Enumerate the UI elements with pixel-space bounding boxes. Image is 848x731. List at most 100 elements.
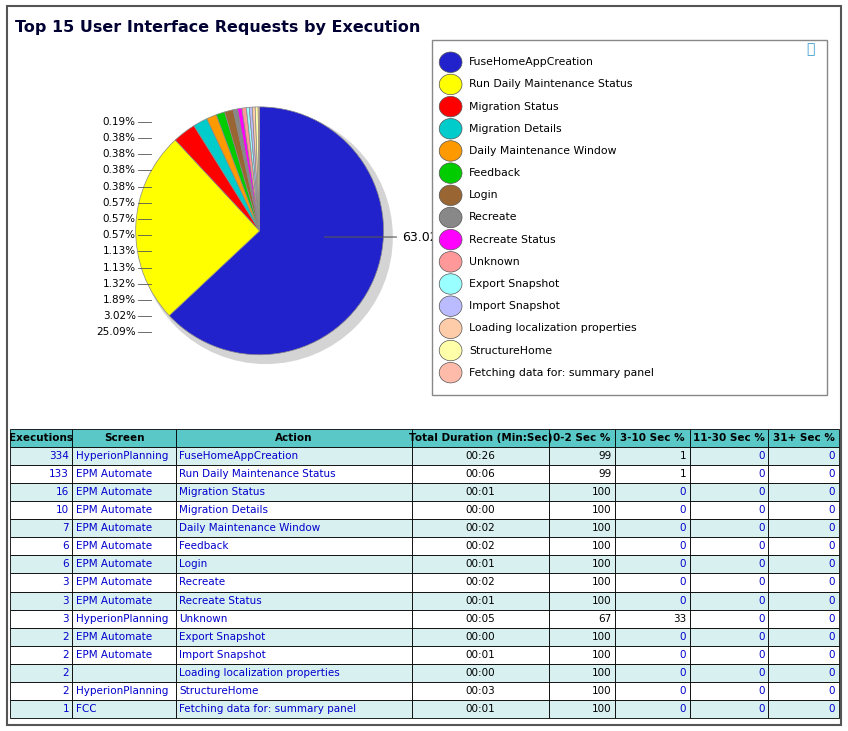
Text: Recreate: Recreate — [469, 213, 517, 222]
Text: 2: 2 — [63, 667, 69, 678]
FancyBboxPatch shape — [689, 700, 768, 718]
FancyBboxPatch shape — [768, 483, 839, 501]
FancyBboxPatch shape — [72, 610, 176, 628]
FancyBboxPatch shape — [615, 465, 689, 483]
FancyBboxPatch shape — [549, 483, 615, 501]
Text: 00:26: 00:26 — [466, 451, 495, 461]
Text: 0: 0 — [828, 523, 835, 534]
FancyBboxPatch shape — [412, 573, 549, 591]
FancyBboxPatch shape — [689, 610, 768, 628]
Text: Top 15 User Interface Requests by Execution: Top 15 User Interface Requests by Execut… — [15, 20, 421, 36]
FancyBboxPatch shape — [768, 573, 839, 591]
FancyBboxPatch shape — [768, 591, 839, 610]
FancyBboxPatch shape — [72, 556, 176, 573]
Text: 0: 0 — [758, 451, 765, 461]
Text: 3: 3 — [63, 596, 69, 605]
Circle shape — [439, 96, 462, 117]
Text: Recreate: Recreate — [179, 577, 226, 588]
FancyBboxPatch shape — [72, 645, 176, 664]
Text: Feedback: Feedback — [469, 168, 521, 178]
Wedge shape — [194, 118, 259, 231]
FancyBboxPatch shape — [615, 628, 689, 645]
FancyBboxPatch shape — [176, 483, 412, 501]
Text: Run Daily Maintenance Status: Run Daily Maintenance Status — [179, 469, 336, 480]
Text: 0: 0 — [828, 650, 835, 659]
Wedge shape — [225, 110, 259, 231]
FancyBboxPatch shape — [549, 447, 615, 465]
FancyBboxPatch shape — [615, 501, 689, 519]
Circle shape — [439, 296, 462, 317]
Text: 0: 0 — [680, 523, 686, 534]
Text: 0: 0 — [758, 596, 765, 605]
Text: 00:06: 00:06 — [466, 469, 495, 480]
FancyBboxPatch shape — [689, 573, 768, 591]
Text: 3-10 Sec %: 3-10 Sec % — [620, 433, 684, 443]
Text: 0: 0 — [680, 632, 686, 642]
Text: Feedback: Feedback — [179, 542, 229, 551]
Circle shape — [439, 273, 462, 294]
Text: HyperionPlanning: HyperionPlanning — [75, 613, 168, 624]
FancyBboxPatch shape — [412, 610, 549, 628]
Text: EPM Automate: EPM Automate — [75, 469, 152, 480]
Text: 0: 0 — [758, 686, 765, 696]
FancyBboxPatch shape — [689, 591, 768, 610]
Text: FuseHomeAppCreation: FuseHomeAppCreation — [469, 57, 594, 67]
Text: 0.57%: 0.57% — [103, 230, 136, 240]
Wedge shape — [242, 107, 259, 231]
Wedge shape — [216, 112, 259, 231]
FancyBboxPatch shape — [10, 429, 72, 447]
FancyBboxPatch shape — [176, 700, 412, 718]
FancyBboxPatch shape — [412, 700, 549, 718]
FancyBboxPatch shape — [72, 465, 176, 483]
Text: Import Snapshot: Import Snapshot — [469, 301, 560, 311]
FancyBboxPatch shape — [412, 537, 549, 556]
Text: 2: 2 — [63, 632, 69, 642]
FancyBboxPatch shape — [768, 556, 839, 573]
Text: Run Daily Maintenance Status: Run Daily Maintenance Status — [469, 80, 633, 89]
Text: 0: 0 — [758, 613, 765, 624]
Wedge shape — [207, 115, 259, 231]
Circle shape — [439, 163, 462, 183]
FancyBboxPatch shape — [10, 645, 72, 664]
Circle shape — [439, 52, 462, 72]
FancyBboxPatch shape — [689, 447, 768, 465]
Text: 00:02: 00:02 — [466, 542, 495, 551]
FancyBboxPatch shape — [72, 537, 176, 556]
Text: 00:01: 00:01 — [466, 559, 495, 569]
Wedge shape — [255, 107, 259, 231]
Text: 100: 100 — [592, 686, 611, 696]
FancyBboxPatch shape — [72, 682, 176, 700]
Text: 0: 0 — [758, 488, 765, 497]
Text: 100: 100 — [592, 667, 611, 678]
Text: 0.38%: 0.38% — [103, 165, 136, 175]
FancyBboxPatch shape — [615, 645, 689, 664]
FancyBboxPatch shape — [176, 537, 412, 556]
Text: 0: 0 — [680, 596, 686, 605]
Text: Export Snapshot: Export Snapshot — [179, 632, 265, 642]
Text: EPM Automate: EPM Automate — [75, 577, 152, 588]
FancyBboxPatch shape — [768, 700, 839, 718]
FancyBboxPatch shape — [412, 429, 549, 447]
Text: 7: 7 — [63, 523, 69, 534]
FancyBboxPatch shape — [615, 519, 689, 537]
Text: 0.19%: 0.19% — [103, 117, 136, 126]
Circle shape — [439, 230, 462, 250]
Text: 0: 0 — [680, 542, 686, 551]
Text: 11-30 Sec %: 11-30 Sec % — [693, 433, 765, 443]
Text: 0: 0 — [680, 559, 686, 569]
Text: 100: 100 — [592, 505, 611, 515]
Ellipse shape — [139, 110, 393, 364]
Text: 3.02%: 3.02% — [103, 311, 136, 321]
Text: 0: 0 — [828, 505, 835, 515]
Circle shape — [439, 318, 462, 338]
FancyBboxPatch shape — [768, 447, 839, 465]
FancyBboxPatch shape — [10, 591, 72, 610]
Text: 2: 2 — [63, 686, 69, 696]
Text: 100: 100 — [592, 523, 611, 534]
FancyBboxPatch shape — [72, 628, 176, 645]
FancyBboxPatch shape — [412, 645, 549, 664]
Text: 99: 99 — [599, 469, 611, 480]
FancyBboxPatch shape — [72, 483, 176, 501]
FancyBboxPatch shape — [72, 429, 176, 447]
Text: 100: 100 — [592, 542, 611, 551]
